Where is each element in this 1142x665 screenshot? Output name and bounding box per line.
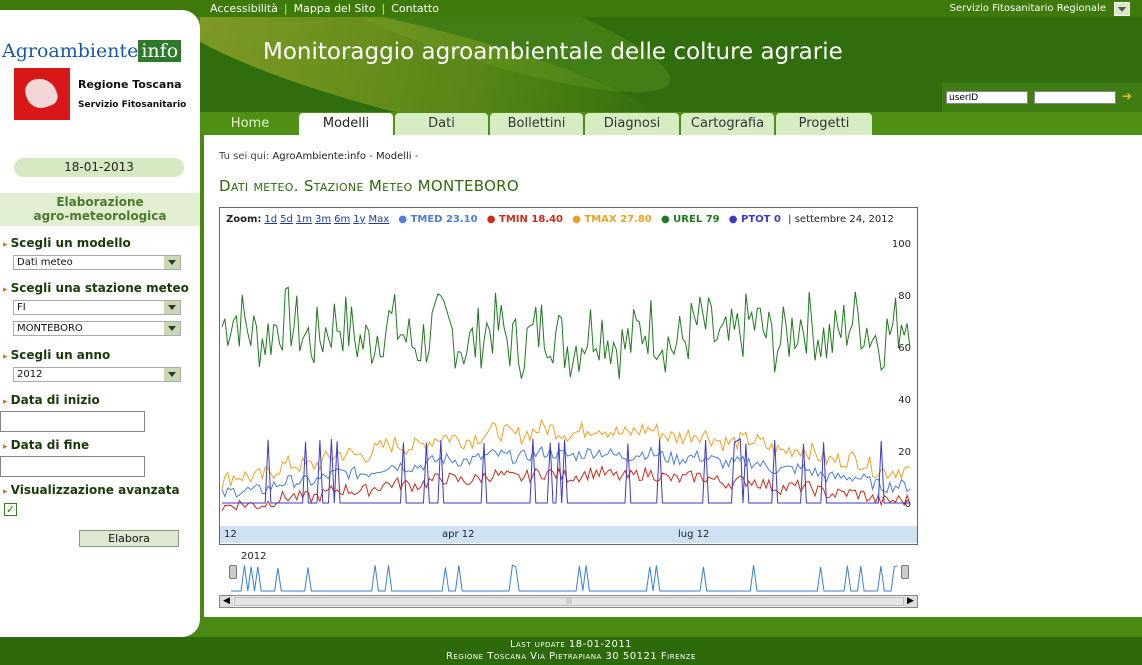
legend-ptot: ● PTOT 0 (728, 214, 781, 225)
legend-tmax: ● TMAX 27.80 (572, 214, 652, 225)
login-arrow-icon[interactable]: ➔ (1122, 89, 1133, 103)
link-mappa-del-sito[interactable]: Mappa del Sito (293, 2, 376, 15)
navigator-line (231, 564, 898, 592)
series-line-ptot (222, 437, 910, 504)
x-tick-label: apr 12 (442, 529, 475, 540)
chevron-down-icon[interactable] (164, 256, 180, 269)
x-tick-label: lug 12 (678, 529, 710, 540)
series-line-tmed (221, 445, 911, 498)
tab-cartografia[interactable]: Cartografia (681, 113, 774, 135)
zoom-3m[interactable]: 3m (314, 214, 332, 225)
model-label: Scegli un modello (3, 236, 131, 250)
zoom-5d[interactable]: 5d (280, 214, 293, 225)
y-tick-label: 100 (892, 239, 911, 250)
section-title: Elaborazione agro-meteorologica (0, 193, 200, 226)
scroll-right-icon[interactable]: ▶ (904, 596, 917, 607)
y-tick-label: 0 (905, 499, 911, 510)
chevron-down-icon[interactable] (1114, 2, 1130, 16)
x-tick-label: 12 (224, 529, 237, 540)
chevron-down-icon[interactable] (164, 301, 180, 314)
breadcrumb: Tu sei qui: AgroAmbiente:info - Modelli … (219, 151, 419, 162)
range-navigator[interactable]: 2012 ◀ ||| ▶ (219, 545, 918, 609)
link-contatto[interactable]: Contatto (391, 2, 439, 15)
last-update: Last update 18-01-2011 (509, 639, 633, 650)
year-label: Scegli un anno (3, 348, 111, 362)
start-date-input[interactable] (0, 411, 145, 432)
scroll-left-icon[interactable]: ◀ (220, 596, 233, 607)
station-select[interactable]: MONTEBORO (13, 321, 181, 336)
breadcrumb-home-link[interactable]: AgroAmbiente:info (272, 151, 367, 162)
chevron-down-icon[interactable] (164, 368, 180, 381)
series-line-urel (221, 286, 911, 380)
current-date: 18-01-2013 (14, 158, 184, 177)
y-tick-label: 60 (898, 343, 911, 354)
elabora-button[interactable]: Elabora (79, 530, 179, 547)
logo-text: Agroambiente info (2, 40, 182, 62)
regione-toscana-emblem (14, 68, 70, 120)
zoom-1d[interactable]: 1d (264, 214, 278, 225)
start-date-label: Data di inizio (3, 393, 100, 407)
province-select[interactable]: FI (13, 300, 181, 315)
navigator-year-label: 2012 (241, 551, 267, 562)
legend-date: | settembre 24, 2012 (788, 214, 894, 225)
end-date-input[interactable] (0, 456, 145, 477)
scroll-thumb[interactable]: ||| (234, 597, 904, 606)
y-tick-label: 80 (898, 291, 911, 302)
footer: Last update 18-01-2011 Regione Toscana V… (0, 637, 1142, 665)
navigator-plot (231, 564, 898, 592)
top-bar: Accessibilità | Mappa del Sito | Contatto Se… (0, 0, 1142, 17)
zoom-1y[interactable]: 1y (353, 214, 366, 225)
year-select[interactable]: 2012 (13, 367, 181, 382)
link-accessibilita[interactable]: Accessibilità (210, 2, 278, 15)
tab-bollettini[interactable]: Bollettini (490, 113, 583, 135)
top-links: Accessibilità | Mappa del Sito | Contatto (204, 2, 445, 15)
userid-input[interactable] (946, 91, 1028, 104)
weather-chart[interactable]: Zoom: 1d 5d 1m 3m 6m 1y Max ● TMED 23.10 ● TMIN… (219, 207, 918, 545)
tab-home[interactable]: Home (230, 116, 270, 131)
x-axis-bar: 12 apr 12 lug 12 (220, 526, 917, 543)
zoom-6m[interactable]: 6m (334, 214, 351, 225)
tab-diagnosi[interactable]: Diagnosi (585, 113, 679, 135)
footer-address: Regione Toscana Via Pietrapiana 30 50121… (446, 651, 696, 662)
end-date-label: Data di fine (3, 438, 90, 452)
divider: | (283, 2, 288, 15)
navigator-scrollbar[interactable]: ◀ ||| ▶ (219, 595, 918, 608)
banner-title: Monitoraggio agroambientale delle coltur… (263, 39, 843, 65)
region-name: Regione Toscana (78, 78, 182, 91)
model-select[interactable]: Dati meteo (13, 255, 181, 270)
tab-dati[interactable]: Dati (395, 113, 488, 135)
plot-area[interactable]: 0 20 40 60 80 100 (220, 208, 917, 526)
navigator-left-handle[interactable] (229, 565, 237, 579)
divider: | (381, 2, 386, 15)
advanced-view-label: Visualizzazione avanzata (3, 483, 180, 497)
navigator-right-handle[interactable] (901, 565, 909, 579)
login-form: ➔ (942, 83, 1142, 112)
chart-legend: Zoom: 1d 5d 1m 3m 6m 1y Max ● TMED 23.10 ● TMIN… (226, 214, 894, 225)
legend-tmin: ● TMIN 18.40 (486, 214, 563, 225)
page-title: Dati meteo. Stazione Meteo MONTEBORO (219, 177, 520, 195)
chevron-down-icon[interactable] (164, 322, 180, 335)
tab-modelli[interactable]: Modelli (299, 113, 393, 135)
legend-tmed: ● TMED 23.10 (398, 214, 478, 225)
tab-progetti[interactable]: Progetti (776, 113, 872, 135)
zoom-max[interactable]: Max (368, 214, 390, 225)
y-tick-label: 40 (898, 395, 911, 406)
breadcrumb-page-link[interactable]: Modelli (376, 151, 412, 162)
station-label: Scegli una stazione meteo (3, 281, 189, 295)
main-nav: Home Modelli Dati Bollettini Diagnosi Ca… (200, 112, 1142, 135)
site-selector-label[interactable]: Servizio Fitosanitario Regionale (949, 3, 1106, 14)
zoom-label: Zoom: (226, 214, 262, 225)
zoom-1m[interactable]: 1m (295, 214, 312, 225)
header-banner: Monitoraggio agroambientale delle coltur… (200, 17, 1142, 112)
sidebar: Agroambiente info Regione Toscana Servizi… (0, 10, 200, 637)
main-content: Tu sei qui: AgroAmbiente:info - Modelli … (204, 135, 1142, 617)
password-input[interactable] (1034, 91, 1116, 104)
agroambiente-logo[interactable]: Agroambiente info Regione Toscana Servizi… (0, 10, 200, 122)
legend-urel: ● UREL 79 (660, 214, 720, 225)
advanced-view-checkbox[interactable]: ✓ (4, 503, 17, 516)
service-name: Servizio Fitosanitario (78, 100, 187, 110)
y-tick-label: 20 (898, 447, 911, 458)
